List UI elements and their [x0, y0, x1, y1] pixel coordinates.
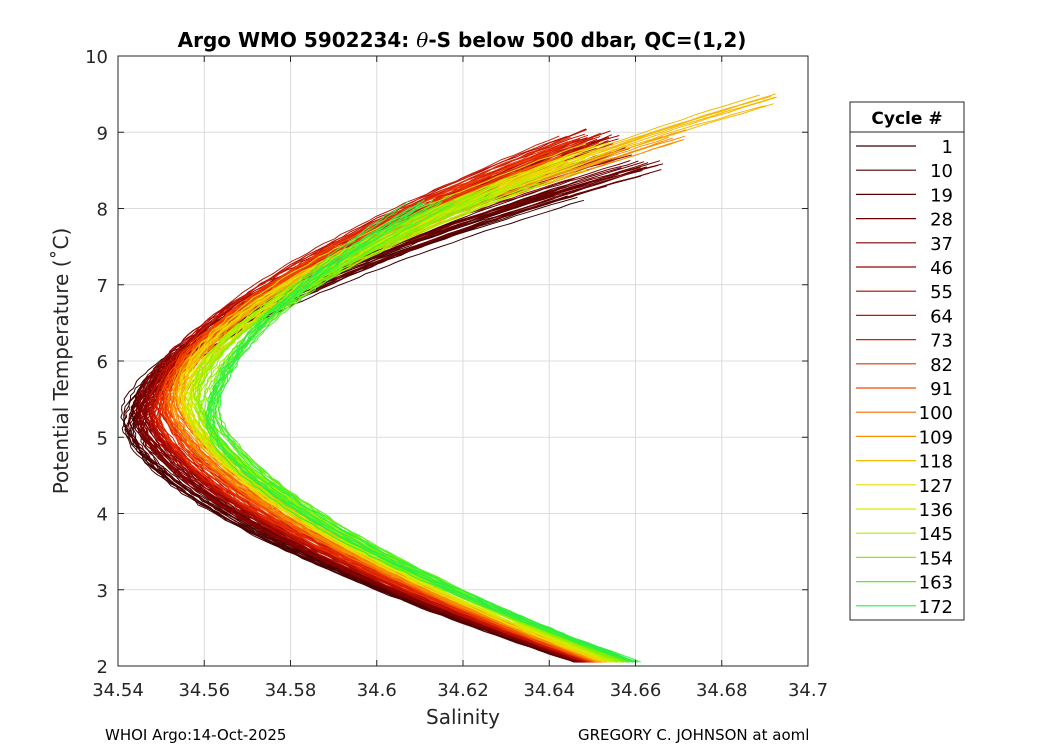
x-tick-label: 34.6 [357, 680, 397, 701]
y-tick-label: 2 [97, 657, 108, 678]
legend-label-109: 109 [919, 427, 953, 448]
footer-right: GREGORY C. JOHNSON at aoml [578, 726, 810, 744]
x-tick-label: 34.54 [92, 680, 144, 701]
y-tick-label: 10 [85, 47, 108, 68]
x-tick-label: 34.64 [523, 680, 575, 701]
legend-label-154: 154 [919, 548, 953, 569]
x-ticks: 34.54 34.56 34.58 34.6 34.62 34.64 34.66 34.68 3… [92, 56, 828, 701]
profile-line-cycle-172 [218, 206, 638, 663]
y-tick-label: 3 [97, 581, 108, 602]
profile-line-cycle-172 [205, 199, 634, 663]
x-tick-label: 34.7 [788, 680, 828, 701]
legend-label-145: 145 [919, 524, 953, 545]
legend-label-73: 73 [930, 331, 953, 352]
legend-label-64: 64 [930, 306, 953, 327]
x-tick-label: 34.68 [696, 680, 748, 701]
legend-label-82: 82 [930, 355, 953, 376]
x-tick-label: 34.66 [610, 680, 662, 701]
y-tick-label: 7 [97, 276, 108, 297]
x-tick-label: 34.56 [178, 680, 230, 701]
profile-line-cycle-136 [188, 155, 613, 663]
legend-label-136: 136 [919, 500, 953, 521]
y-tick-label: 4 [97, 505, 108, 526]
legend-label-1: 1 [942, 137, 953, 158]
legend-box [849, 131, 965, 621]
y-tick-label: 6 [97, 352, 108, 373]
profile-lines [120, 93, 777, 663]
footer-left: WHOI Argo:14-Oct-2025 [105, 726, 287, 744]
y-tick-label: 9 [97, 123, 108, 144]
legend-label-28: 28 [930, 210, 953, 231]
legend-label-37: 37 [930, 234, 953, 255]
legend-label-46: 46 [930, 258, 953, 279]
x-axis-label: Salinity [426, 705, 500, 729]
legend-label-118: 118 [919, 452, 953, 473]
legend-label-10: 10 [930, 161, 953, 182]
legend-label-100: 100 [919, 403, 953, 424]
legend-label-163: 163 [919, 573, 953, 594]
legend-label-172: 172 [919, 597, 953, 618]
x-tick-label: 34.58 [265, 680, 317, 701]
chart-title-prefix: Argo WMO 5902234: [178, 28, 417, 52]
legend-label-19: 19 [930, 185, 953, 206]
legend-label-91: 91 [930, 379, 953, 400]
y-axis-label: Potential Temperature (˚C) [49, 228, 73, 495]
legend-title-box [849, 101, 965, 133]
chart-title: Argo WMO 5902234: θ-S below 500 dbar, QC… [178, 28, 747, 52]
y-ticks: 2 3 4 5 6 7 8 9 10 [85, 47, 808, 678]
profile-line-cycle-163 [217, 193, 637, 663]
chart-title-suffix: -S below 500 dbar, QC=(1,2) [428, 28, 746, 52]
chart-title-theta: θ [416, 28, 428, 52]
x-tick-label: 34.62 [437, 680, 489, 701]
legend-label-55: 55 [930, 282, 953, 303]
legend: Cycle # 1 10 19 28 37 46 55 64 73 82 91 100 109 118 12… [849, 101, 965, 621]
y-tick-label: 8 [97, 200, 108, 221]
legend-title: Cycle # [871, 109, 942, 129]
profile-line-cycle-172 [205, 200, 637, 663]
profile-line-cycle-172 [206, 202, 638, 663]
legend-label-127: 127 [919, 476, 953, 497]
y-tick-label: 5 [97, 428, 108, 449]
